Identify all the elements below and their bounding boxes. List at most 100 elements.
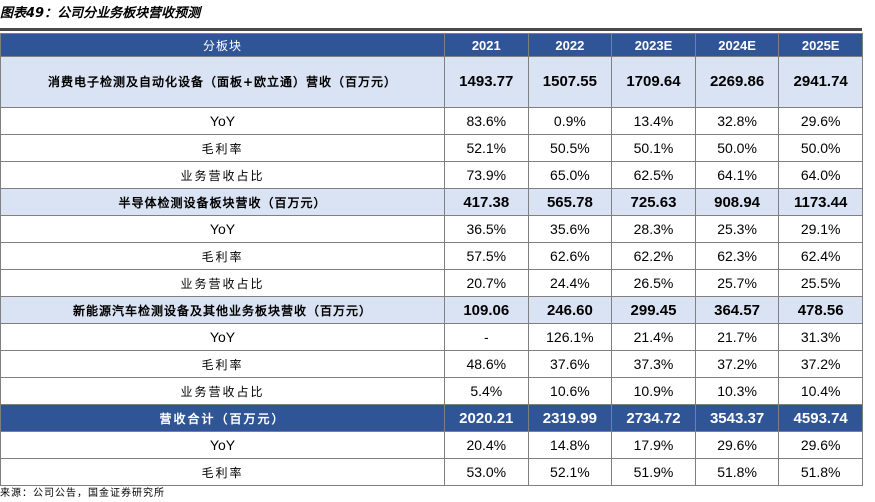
value-cell: 0.9% [527, 107, 613, 135]
table-row: YoY 83.6% 0.9% 13.4% 32.8% 29.6% [0, 107, 863, 135]
value-cell: 1493.77 [444, 56, 529, 108]
header-cell-year: 2023E [611, 33, 696, 57]
row-label: 毛利率 [0, 134, 445, 162]
value-cell: 109.06 [444, 296, 529, 324]
value-cell: 53.0% [444, 458, 529, 486]
value-cell: 52.1% [527, 458, 613, 486]
row-label: YoY [0, 215, 445, 243]
value-cell: 478.56 [778, 296, 863, 324]
table-row: YoY 36.5% 35.6% 28.3% 25.3% 29.1% [0, 215, 863, 243]
value-cell: 364.57 [694, 296, 780, 324]
value-cell: 65.0% [527, 161, 613, 189]
table-row: YoY 20.4% 14.8% 17.9% 29.6% 29.6% [0, 431, 863, 459]
table-row: 业务营收占比 20.7% 24.4% 26.5% 25.7% 25.5% [0, 269, 863, 297]
table-row: 业务营收占比 73.9% 65.0% 62.5% 64.1% 64.0% [0, 161, 863, 189]
value-cell: 51.8% [694, 458, 780, 486]
value-cell: 32.8% [694, 107, 780, 135]
value-cell: 14.8% [527, 431, 613, 459]
value-cell: 62.3% [694, 242, 780, 270]
value-cell: 25.3% [694, 215, 780, 243]
header-cell-year: 2024E [694, 33, 780, 57]
value-cell: 246.60 [527, 296, 613, 324]
value-cell: 51.9% [611, 458, 696, 486]
row-label: 营收合计（百万元） [0, 404, 445, 432]
value-cell: 3543.37 [694, 404, 780, 432]
value-cell: 10.9% [611, 377, 696, 405]
value-cell: 62.4% [778, 242, 863, 270]
table-row: 毛利率 53.0% 52.1% 51.9% 51.8% 51.8% [0, 458, 863, 486]
value-cell: 29.1% [778, 215, 863, 243]
row-label: 业务营收占比 [0, 377, 445, 405]
value-cell: 37.2% [694, 350, 780, 378]
value-cell: 10.6% [527, 377, 613, 405]
revenue-forecast-table: 分板块 2021 2022 2023E 2024E 2025E 消费电子检测及自… [0, 33, 863, 486]
value-cell: 4593.74 [778, 404, 863, 432]
value-cell: 50.0% [778, 134, 863, 162]
header-cell-year: 2022 [527, 33, 613, 57]
value-cell: 25.5% [778, 269, 863, 297]
row-label: YoY [0, 323, 445, 351]
value-cell: 31.3% [778, 323, 863, 351]
value-cell: 62.6% [527, 242, 613, 270]
value-cell: 299.45 [611, 296, 696, 324]
value-cell: 29.6% [778, 431, 863, 459]
figure-title: 图表49：公司分业务板块营收预测 [0, 6, 201, 21]
row-label: 业务营收占比 [0, 161, 445, 189]
table-row: 毛利率 52.1% 50.5% 50.1% 50.0% 50.0% [0, 134, 863, 162]
value-cell: 50.0% [694, 134, 780, 162]
value-cell: 1173.44 [778, 188, 863, 216]
value-cell: 64.1% [694, 161, 780, 189]
value-cell: 57.5% [444, 242, 529, 270]
header-cell-year: 2021 [444, 33, 529, 57]
header-cell-segment: 分板块 [0, 33, 445, 57]
value-cell: 1709.64 [611, 56, 696, 108]
table-header-row: 分板块 2021 2022 2023E 2024E 2025E [0, 33, 863, 57]
value-cell: 37.3% [611, 350, 696, 378]
value-cell: 2020.21 [444, 404, 529, 432]
value-cell: 29.6% [694, 431, 780, 459]
value-cell: 83.6% [444, 107, 529, 135]
value-cell: 62.2% [611, 242, 696, 270]
value-cell: 26.5% [611, 269, 696, 297]
source-note: 来源：公司公告，国金证券研究所 [0, 488, 165, 499]
row-label: YoY [0, 431, 445, 459]
value-cell: 10.3% [694, 377, 780, 405]
value-cell: 20.4% [444, 431, 529, 459]
value-cell: 51.8% [778, 458, 863, 486]
title-divider [0, 28, 862, 31]
value-cell: 50.5% [527, 134, 613, 162]
value-cell: 20.7% [444, 269, 529, 297]
row-label: 半导体检测设备板块营收（百万元） [0, 188, 445, 216]
value-cell: 35.6% [527, 215, 613, 243]
table-row: 毛利率 57.5% 62.6% 62.2% 62.3% 62.4% [0, 242, 863, 270]
value-cell: 2734.72 [611, 404, 696, 432]
row-label: YoY [0, 107, 445, 135]
value-cell: 21.7% [694, 323, 780, 351]
header-cell-year: 2025E [778, 33, 863, 57]
value-cell: 10.4% [778, 377, 863, 405]
value-cell: 908.94 [694, 188, 780, 216]
table-row: YoY -126.1% 21.4% 21.7% 31.3% [0, 323, 863, 351]
row-label: 毛利率 [0, 350, 445, 378]
value-cell: 29.6% [778, 107, 863, 135]
value-cell: 1507.55 [527, 56, 613, 108]
table-row: 毛利率 48.6% 37.6% 37.3% 37.2% 37.2% [0, 350, 863, 378]
value-cell: 2319.99 [527, 404, 613, 432]
segment-row: 消费电子检测及自动化设备（面板+欧立通）营收（百万元） 1493.77 1507.5… [0, 56, 863, 108]
value-cell: 2269.86 [694, 56, 780, 108]
value-cell: 17.9% [611, 431, 696, 459]
value-cell: 36.5% [444, 215, 529, 243]
value-cell: 13.4% [611, 107, 696, 135]
row-label: 新能源汽车检测设备及其他业务板块营收（百万元） [0, 296, 445, 324]
value-cell: 64.0% [778, 161, 863, 189]
value-cell: - [444, 323, 529, 351]
value-cell: 725.63 [611, 188, 696, 216]
value-cell: 37.6% [527, 350, 613, 378]
segment-row: 新能源汽车检测设备及其他业务板块营收（百万元） 109.06 246.60 299.4… [0, 296, 863, 324]
row-label: 消费电子检测及自动化设备（面板+欧立通）营收（百万元） [0, 56, 445, 108]
value-cell: 417.38 [444, 188, 529, 216]
value-cell: 25.7% [694, 269, 780, 297]
value-cell: 62.5% [611, 161, 696, 189]
row-label: 毛利率 [0, 458, 445, 486]
row-label: 毛利率 [0, 242, 445, 270]
